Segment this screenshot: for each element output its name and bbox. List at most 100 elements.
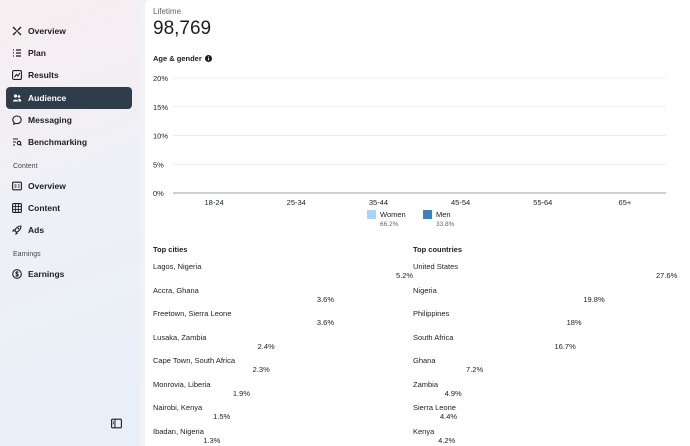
rocket-icon xyxy=(12,225,22,235)
list-item-value: 1.5% xyxy=(213,412,231,421)
legend-label-men: Men xyxy=(436,210,451,219)
list-item: Cape Town, South Africa 2.3% xyxy=(153,356,410,380)
sidebar-item-earnings[interactable]: Earnings xyxy=(6,263,132,285)
list-item: Zambia 4.9% xyxy=(413,380,670,404)
list-item-value: 16.7% xyxy=(554,341,576,351)
list-item: Freetown, Sierra Leone 3.6% xyxy=(153,309,410,333)
list-item-value: 3.6% xyxy=(316,294,335,304)
panel-icon xyxy=(12,181,22,191)
list-icon xyxy=(12,48,22,58)
legend-pct-men: 33.8% xyxy=(436,221,455,228)
y-tick-label: 5% xyxy=(153,160,164,169)
list-item-label: Ghana xyxy=(413,356,436,365)
chart-title: Age & gender xyxy=(153,54,212,63)
sidebar-item-label: Results xyxy=(28,70,59,80)
sidebar-item-label: Content xyxy=(28,203,61,213)
list-item-label: Kenya xyxy=(413,426,435,436)
top-cities-list: Lagos, Nigeria 5.2% Accra, Ghana 3.6% Freeto… xyxy=(153,262,413,446)
sidebar: Overview Plan Results Audience Messaging… xyxy=(0,0,140,446)
sidebar-item-label: Plan xyxy=(28,48,46,58)
legend-women[interactable]: Women 66.2% xyxy=(367,210,406,228)
section-label-earnings: Earnings xyxy=(13,251,41,258)
x-tick-label: 65+ xyxy=(619,198,632,207)
y-tick-label: 0% xyxy=(153,189,164,198)
list-item-value: 1.9% xyxy=(232,388,250,398)
top-countries-title: Top countries xyxy=(413,245,463,254)
y-tick-label: 10% xyxy=(153,132,168,141)
sidebar-item-label: Messaging xyxy=(28,115,72,125)
list-item: United States 27.6% xyxy=(413,262,677,286)
list-item-label: Lusaka, Zambia xyxy=(153,332,207,342)
sidebar-item-content[interactable]: Content xyxy=(6,197,132,219)
sidebar-item-plan[interactable]: Plan xyxy=(6,42,132,64)
sidebar-item-messaging[interactable]: Messaging xyxy=(6,109,132,131)
list-item: Nigeria 19.8% xyxy=(413,286,670,310)
people-icon xyxy=(12,93,22,103)
age-gender-chart: 0% 5% 10% 15% 20% 18-24 25-34 35-44 45-54 55-64 65… xyxy=(153,74,666,207)
info-icon[interactable] xyxy=(204,55,212,62)
list-item-label: Zambia xyxy=(413,379,439,389)
lifetime-value: 98,769 xyxy=(153,18,212,39)
list-item-value: 7.2% xyxy=(466,365,484,374)
list-item: South Africa 16.7% xyxy=(413,333,670,357)
list-item-label: Accra, Ghana xyxy=(153,285,199,295)
list-item-value: 3.6% xyxy=(316,318,335,327)
list-item-label: Philippines xyxy=(413,309,450,318)
list-item: Sierra Leone 4.4% xyxy=(413,403,670,427)
audience-panel: Lifetime 98,769 Age & gender 0% 5% 10% 15% 2… xyxy=(145,0,690,446)
section-label-content: Content xyxy=(13,163,38,170)
sidebar-item-results[interactable]: Results xyxy=(6,64,132,86)
legend-men[interactable]: Men 33.8% xyxy=(423,210,454,228)
x-tick-label: 18-24 xyxy=(204,198,223,207)
legend-label-women: Women xyxy=(380,210,406,219)
collapse-sidebar-icon[interactable] xyxy=(111,416,122,429)
top-countries-list: United States 27.6% Nigeria 19.8% Philippine… xyxy=(413,262,677,446)
sidebar-item-benchmarking[interactable]: Benchmarking xyxy=(6,131,132,153)
list-item: Lagos, Nigeria 5.2% xyxy=(153,262,413,286)
list-item-label: Nairobi, Kenya xyxy=(153,403,203,412)
x-tick-label: 55-64 xyxy=(533,198,552,207)
list-item-label: Freetown, Sierra Leone xyxy=(153,309,232,318)
legend-swatch-women xyxy=(367,210,376,219)
list-item-value: 1.3% xyxy=(203,435,221,445)
sidebar-item-overview[interactable]: Overview xyxy=(6,20,132,42)
list-item: Ibadan, Nigeria 1.3% xyxy=(153,427,410,446)
sidebar-item-label: Overview xyxy=(28,181,66,191)
list-item-value: 4.9% xyxy=(444,388,462,398)
legend-pct-women: 66.2% xyxy=(380,221,399,228)
list-item-value: 4.2% xyxy=(438,435,456,445)
list-item-value: 4.4% xyxy=(439,412,458,421)
list-item-label: United States xyxy=(413,262,459,271)
list-item-label: Cape Town, South Africa xyxy=(153,356,235,365)
list-item-label: Sierra Leone xyxy=(413,403,456,412)
list-item-label: Lagos, Nigeria xyxy=(153,262,202,271)
list-item-value: 18% xyxy=(566,318,582,327)
benchmark-icon xyxy=(12,137,22,147)
x-tick-label: 45-54 xyxy=(451,198,470,207)
sidebar-item-ads[interactable]: Ads xyxy=(6,219,132,241)
lifetime-label: Lifetime xyxy=(153,7,182,16)
list-item: Kenya 4.2% xyxy=(413,427,670,446)
x-tick-label: 25-34 xyxy=(287,198,306,207)
legend-swatch-men xyxy=(423,210,432,219)
sidebar-item-audience[interactable]: Audience xyxy=(6,87,132,109)
chart-title-text: Age & gender xyxy=(153,54,202,63)
y-tick-label: 20% xyxy=(153,74,168,83)
chat-icon xyxy=(12,115,22,125)
list-item-value: 2.4% xyxy=(257,341,275,351)
sidebar-item-label: Audience xyxy=(28,93,67,103)
list-item-label: Ibadan, Nigeria xyxy=(153,426,204,436)
list-item: Philippines 18% xyxy=(413,309,670,333)
sidebar-item-label: Overview xyxy=(28,26,66,36)
list-item-label: Nigeria xyxy=(413,285,437,295)
top-cities-title: Top cities xyxy=(153,245,188,254)
list-item: Nairobi, Kenya 1.5% xyxy=(153,403,410,427)
grid-icon xyxy=(12,203,22,213)
list-item: Monrovia, Liberia 1.9% xyxy=(153,380,410,404)
sidebar-item-content-overview[interactable]: Overview xyxy=(6,175,132,197)
list-item-value: 27.6% xyxy=(656,271,678,280)
list-item-label: Monrovia, Liberia xyxy=(153,379,211,389)
list-item: Lusaka, Zambia 2.4% xyxy=(153,333,410,357)
sidebar-item-label: Ads xyxy=(28,225,45,235)
list-item: Accra, Ghana 3.6% xyxy=(153,286,410,310)
